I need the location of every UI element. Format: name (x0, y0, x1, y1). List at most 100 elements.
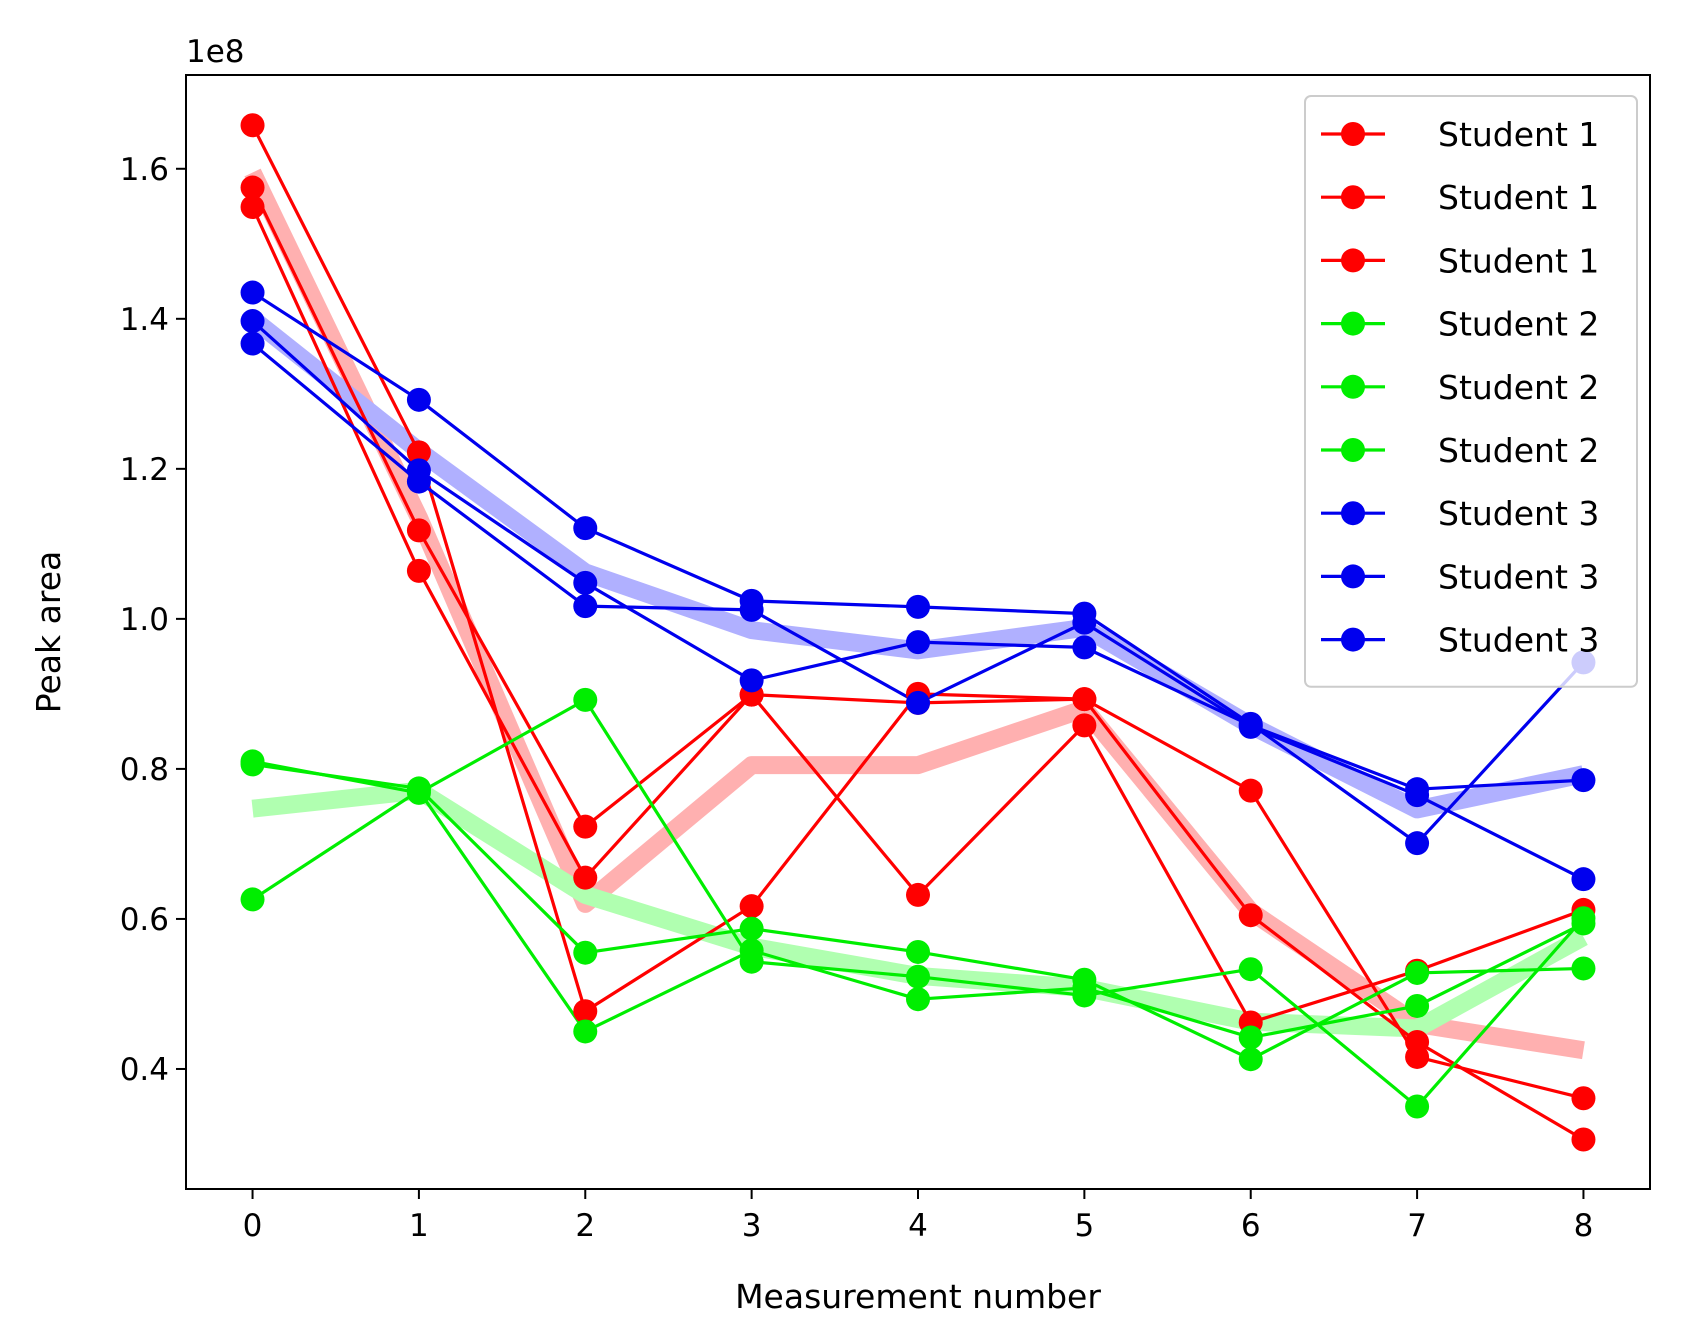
legend-marker (1341, 374, 1365, 399)
data-point (240, 331, 265, 356)
y-tick-label: 1.0 (120, 602, 169, 638)
legend-label: Student 2 (1438, 305, 1599, 344)
x-tick-label: 7 (1407, 1208, 1427, 1244)
legend-marker (1341, 564, 1365, 589)
legend-label: Student 2 (1438, 431, 1599, 470)
data-point (739, 938, 764, 963)
legend-marker (1341, 248, 1365, 273)
data-point (1072, 610, 1097, 635)
data-point (240, 175, 265, 200)
legend-marker (1341, 311, 1365, 336)
x-tick-label: 5 (1074, 1208, 1094, 1244)
legend-marker (1341, 185, 1365, 210)
data-point (1405, 993, 1430, 1018)
data-point (906, 987, 930, 1012)
data-point (1405, 783, 1430, 808)
data-point (906, 630, 930, 655)
data-point (406, 469, 431, 494)
data-point (739, 916, 764, 941)
data-point (1238, 1047, 1263, 1072)
data-point (1571, 956, 1596, 981)
data-point (573, 1019, 598, 1044)
data-point (1405, 960, 1430, 985)
data-point (240, 113, 265, 138)
data-point (573, 999, 598, 1024)
data-point (1571, 768, 1596, 793)
data-point (906, 882, 930, 907)
data-point (1405, 831, 1430, 856)
x-tick-label: 6 (1241, 1208, 1261, 1244)
legend-label: Student 3 (1438, 557, 1599, 596)
data-point (906, 939, 930, 964)
x-axis-label: Measurement number (735, 1277, 1101, 1316)
data-point (240, 280, 265, 305)
data-point (1571, 1127, 1596, 1152)
data-point (906, 964, 930, 989)
data-point (1072, 975, 1097, 1000)
data-point (1571, 911, 1596, 936)
series-points (240, 113, 1596, 1152)
data-point (1238, 778, 1263, 803)
legend-marker (1341, 501, 1365, 526)
data-point (573, 516, 598, 541)
data-point (406, 518, 431, 543)
data-point (739, 668, 764, 693)
data-point (1571, 867, 1596, 892)
x-axis: 0 1 2 3 4 5 6 7 8 (243, 1189, 1594, 1244)
data-point (1238, 714, 1263, 739)
data-point (1238, 903, 1263, 928)
legend-box (1304, 95, 1638, 688)
legend-label: Student 1 (1438, 241, 1599, 280)
data-point (1238, 957, 1263, 982)
data-point (240, 195, 265, 220)
y-tick-label: 1.6 (120, 152, 169, 188)
legend-label: Student 1 (1438, 178, 1599, 217)
x-tick-label: 3 (742, 1208, 762, 1244)
data-point (240, 752, 265, 777)
data-point (1072, 713, 1097, 738)
data-point (1571, 1086, 1596, 1111)
data-point (573, 687, 598, 712)
y-axis: 0.4 0.6 0.8 1.0 1.2 1.4 1.6 (120, 152, 186, 1088)
legend-marker (1341, 627, 1365, 652)
data-point (573, 865, 598, 890)
data-point (240, 309, 265, 334)
data-point (573, 570, 598, 595)
x-tick-label: 1 (409, 1208, 429, 1244)
x-tick-label: 2 (575, 1208, 595, 1244)
data-point (406, 778, 431, 803)
y-tick-label: 0.4 (120, 1052, 169, 1088)
legend-label: Student 2 (1438, 368, 1599, 407)
data-point (1405, 1029, 1430, 1054)
y-tick-label: 1.2 (120, 452, 169, 488)
data-point (906, 690, 930, 715)
legend: Student 1 Student 1 Student 1 Student 2 Stud… (1304, 95, 1638, 688)
y-offset-label: 1e8 (186, 34, 245, 70)
legend-label: Student 3 (1438, 621, 1599, 660)
x-tick-label: 8 (1574, 1208, 1594, 1244)
data-point (573, 940, 598, 965)
legend-marker (1341, 438, 1365, 462)
data-point (573, 594, 598, 619)
legend-marker (1341, 122, 1365, 146)
data-point (1405, 1094, 1430, 1119)
data-point (406, 558, 431, 583)
plot-frame (185, 74, 1651, 1190)
x-tick-label: 4 (908, 1208, 928, 1244)
y-tick-label: 0.8 (120, 752, 169, 788)
legend-label: Student 3 (1438, 494, 1599, 533)
y-tick-label: 1.4 (120, 302, 169, 338)
data-point (1238, 1025, 1263, 1050)
data-point (739, 894, 764, 919)
y-tick-label: 0.6 (120, 902, 169, 938)
data-point (406, 387, 431, 412)
data-point (739, 597, 764, 622)
data-point (240, 887, 265, 912)
legend-label: Student 1 (1438, 115, 1599, 154)
data-point (1072, 635, 1097, 660)
x-tick-label: 0 (243, 1208, 263, 1244)
data-point (1072, 687, 1097, 712)
data-point (906, 594, 930, 619)
data-point (573, 814, 598, 839)
